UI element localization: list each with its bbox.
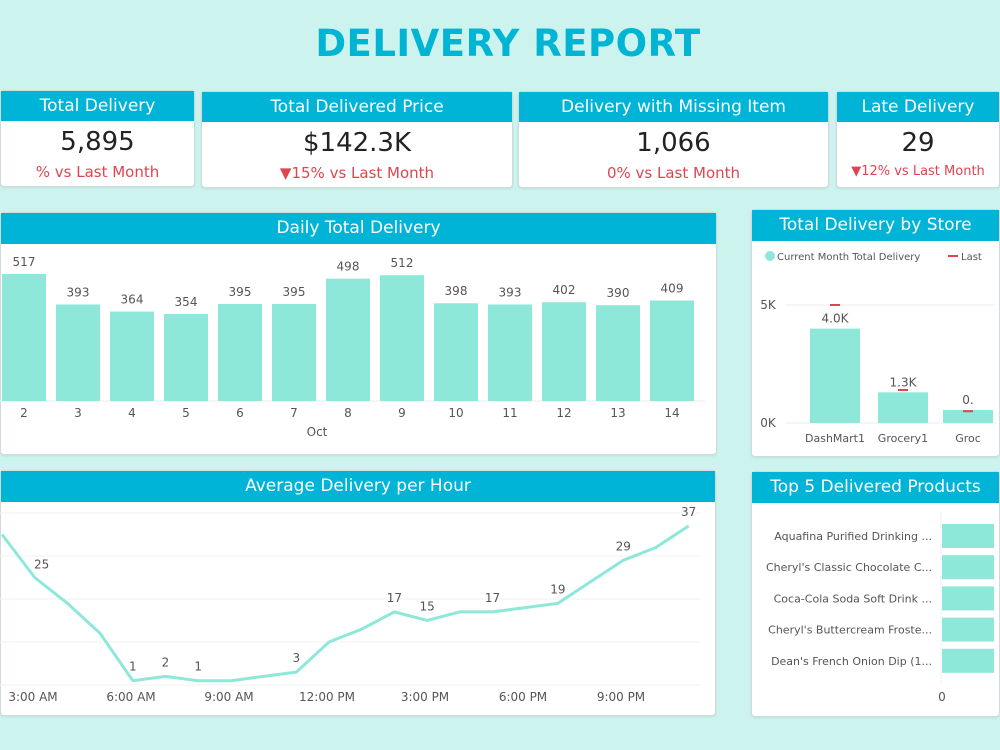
- panel-title: Top 5 Delivered Products: [752, 472, 999, 503]
- panel-title: Average Delivery per Hour: [1, 471, 715, 502]
- kpi-delta-row: ▼15% vs Last Month: [202, 164, 512, 182]
- kpi-missing-item: Delivery with Missing Item 1,066 0% vs L…: [518, 91, 829, 188]
- kpi-delta-row: 0% vs Last Month: [519, 164, 828, 182]
- kpi-total-delivered-price: Total Delivered Price $142.3K ▼15% vs La…: [201, 91, 513, 188]
- down-arrow-icon: ▼: [279, 164, 292, 182]
- kpi-value: 29: [901, 128, 935, 158]
- panel-title: Daily Total Delivery: [1, 213, 716, 244]
- kpi-title: Delivery with Missing Item: [519, 92, 828, 122]
- kpi-total-delivery: Total Delivery 5,895 % vs Last Month: [0, 90, 195, 187]
- kpi-delta-row: % vs Last Month: [1, 163, 194, 181]
- daily-delivery-panel: Daily Total Delivery: [0, 212, 717, 455]
- page-title: DELIVERY REPORT: [315, 22, 701, 65]
- kpi-title: Total Delivery: [1, 91, 194, 121]
- kpi-value: $142.3K: [302, 128, 412, 158]
- panel-title: Total Delivery by Store: [752, 210, 999, 241]
- kpi-title: Late Delivery: [837, 92, 999, 122]
- kpi-delta: 15% vs Last Month: [291, 164, 435, 182]
- top5-products-panel: Top 5 Delivered Products: [751, 471, 1000, 717]
- kpi-late-delivery: Late Delivery 29 ▼12% vs Last Month: [836, 91, 1000, 188]
- down-arrow-icon: ▼: [851, 164, 862, 179]
- store-delivery-panel: Total Delivery by Store: [751, 209, 1000, 457]
- kpi-title: Total Delivered Price: [202, 92, 512, 122]
- kpi-delta-row: ▼12% vs Last Month: [837, 164, 999, 179]
- hourly-delivery-panel: Average Delivery per Hour: [0, 470, 716, 716]
- kpi-delta: % vs Last Month: [35, 163, 160, 181]
- kpi-value: 5,895: [60, 127, 135, 157]
- kpi-delta: 12% vs Last Month: [861, 164, 985, 179]
- kpi-value: 1,066: [636, 128, 711, 158]
- kpi-delta: 0% vs Last Month: [606, 164, 741, 182]
